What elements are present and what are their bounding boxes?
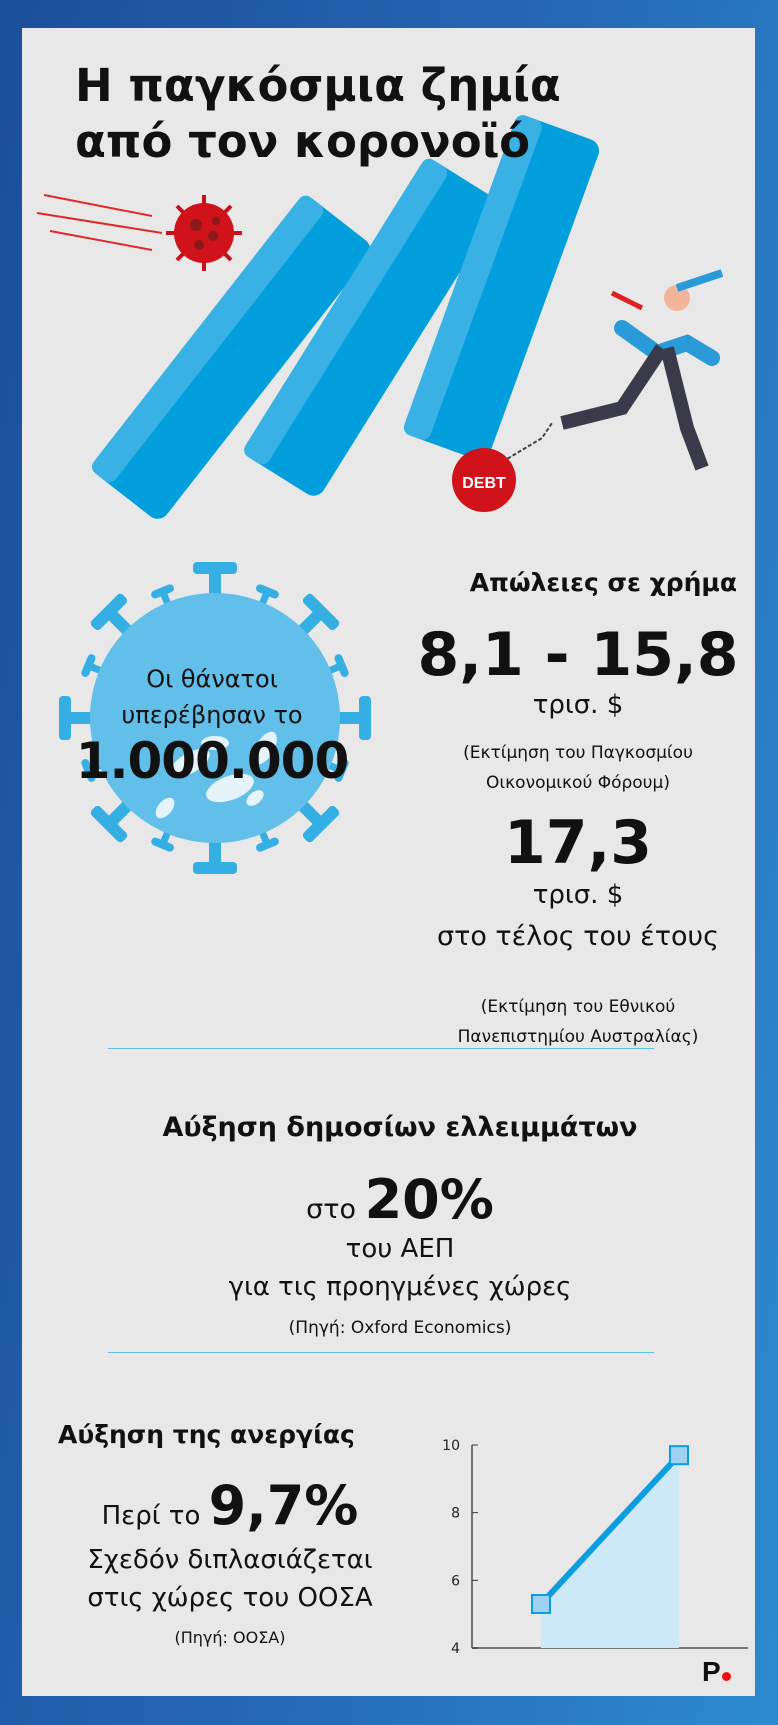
source-line-2: Πανεπιστημίου Αυστραλίας) [457,1027,699,1047]
deficits-heading: Αύξηση δημοσίων ελλειμμάτων [162,1112,638,1143]
unemployment-line-2: Σχεδόν διπλασιάζεται [87,1545,373,1575]
y-tick-label: 6 [451,1573,460,1589]
logo-dot [721,1672,731,1681]
divider [108,1048,654,1049]
losses-estimate2-note: στο τέλος του έτους [436,921,720,952]
debt-ball-and-chain: DEBT [452,422,553,512]
losses-estimate1-source: (Εκτίμηση του Παγκοσμίου Οικονομικού Φόρ… [463,738,693,798]
source-line-1: (Εκτίμηση του Παγκοσμίου [463,743,693,763]
losses-estimate2-unit: τρισ. $ [532,880,624,910]
losses-estimate1-unit: τρισ. $ [532,690,624,720]
virus-spot [246,790,264,806]
divider [108,1352,654,1353]
deaths-line-2: υπερέβησαν το [121,701,303,729]
virus-spot [155,797,175,819]
deficits-line-3: για τις προηγμένες χώρες [228,1272,572,1302]
y-tick-label: 4 [451,1641,460,1657]
businessman-running [560,269,724,471]
series-line [538,1453,682,1607]
domino-illustration: DEBT [36,115,724,519]
deaths-value: 1.000.000 [75,732,350,790]
speed-lines [36,194,163,251]
publisher-logo: P [702,1656,731,1688]
virus-spot [170,749,210,777]
debt-label: DEBT [462,475,506,492]
y-tick-label: 8 [451,1506,460,1522]
unemployment-prefix: Περί το [101,1501,201,1531]
losses-estimate2-source: (Εκτίμηση του Εθνικού Πανεπιστημίου Αυστ… [458,992,699,1052]
source-line-1: (Εκτίμηση του Εθνικού [480,997,676,1017]
title-line-1: Η παγκόσμια ζημία [75,59,561,112]
deficits-value: 20% [364,1168,494,1231]
virus-body [90,593,340,843]
unemployment-source: (Πηγή: ΟΟΣΑ) [174,1628,286,1647]
data-point [531,1594,551,1615]
unemployment-chart: 4 6 8 10 [442,1438,748,1657]
area-fill [541,1455,679,1648]
domino-bars [92,115,600,519]
virus-icon [166,195,242,271]
unemployment-heading: Αύξηση της ανεργίας [58,1420,355,1449]
infographic-panel: DEBT Η παγκόσμια ζημία από τον κορονοϊό … [22,28,755,1696]
losses-estimate2-value: 17,3 [503,808,653,878]
y-tick-label: 10 [442,1438,460,1454]
deficits-line-2: του ΑΕΠ [345,1234,455,1264]
losses-estimate1-value: 8,1 - 15,8 [417,620,739,690]
source-line-2: Οικονομικού Φόρουμ) [486,773,670,793]
deficits-source: (Πηγή: Oxford Economics) [288,1318,512,1338]
unemployment-line-3: στις χώρες του ΟΟΣΑ [87,1583,373,1613]
deaths-block: Οι θάνατοι υπερέβησαν το 1.000.000 [75,661,350,790]
title-line-2: από τον κορονοϊό [75,115,531,168]
virus-spot [201,736,229,750]
deaths-line-1: Οι θάνατοι [146,665,278,693]
data-point [669,1445,689,1466]
deficits-value-line: στο 20% [306,1168,494,1231]
unemployment-value: 9,7% [208,1474,359,1537]
unemployment-value-line: Περί το 9,7% [102,1474,359,1537]
virus-spot [253,731,277,765]
virus-spot [206,773,254,803]
losses-heading: Απώλειες σε χρήμα [469,568,737,597]
deficits-prefix: στο [306,1194,357,1225]
logo-letter: P [702,1656,721,1687]
big-virus-icon [59,562,371,874]
title: Η παγκόσμια ζημία από τον κορονοϊό [75,58,561,170]
